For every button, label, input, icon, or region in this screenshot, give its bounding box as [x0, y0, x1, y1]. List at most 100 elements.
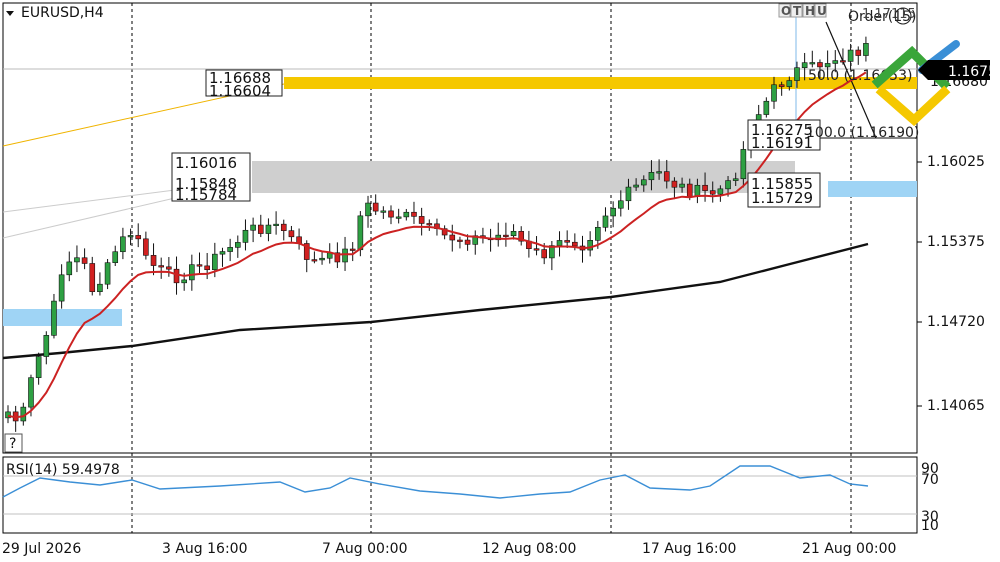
candle: [365, 195, 371, 228]
candle: [89, 256, 96, 296]
rsi-plot-frame: [2, 456, 918, 534]
price-label: 1.16025: [927, 154, 985, 170]
candle: [457, 236, 463, 249]
candle: [120, 227, 126, 260]
candle: [809, 50, 816, 68]
main-plot-frame: [2, 2, 918, 454]
trendline-grey-1[interactable]: [2, 189, 176, 213]
candle: [855, 46, 862, 65]
level-labels-left-high[interactable]: 1.16688 1.16604: [205, 69, 283, 100]
candle: [732, 172, 739, 187]
candle: [510, 224, 517, 240]
level-label: 1.15848: [175, 175, 237, 193]
rsi-line: [2, 465, 869, 499]
symbol-title: EURUSD,H4: [21, 5, 104, 21]
candle: [173, 256, 180, 295]
price-axis: 1.16025 1.15375 1.14720 1.14065 1.16680: [917, 74, 988, 414]
candle: [549, 241, 555, 271]
help-button[interactable]: [4, 433, 23, 453]
toolbar-button-t[interactable]: T: [790, 3, 803, 18]
candle: [840, 48, 846, 65]
candle: [426, 219, 433, 231]
candle: [533, 236, 540, 256]
time-label: 21 Aug 00:00: [802, 541, 896, 557]
candle: [740, 141, 747, 188]
ticks: [917, 161, 922, 407]
ma-slow-line: [2, 242, 869, 360]
candle: [778, 81, 785, 96]
toolbar-button-u[interactable]: U: [814, 3, 827, 18]
candle: [66, 251, 73, 282]
level-labels-right-bottom[interactable]: 1.15855 1.15729: [747, 172, 821, 208]
candle: [388, 205, 394, 225]
toolbar-button-label: T: [793, 4, 802, 18]
demand-zone-blue-left[interactable]: [3, 309, 122, 326]
chart-menu-triangle-icon[interactable]: [6, 11, 14, 16]
candle: [763, 97, 770, 118]
candle: [403, 208, 410, 221]
candle: [189, 254, 195, 291]
order-circle-icon[interactable]: [894, 7, 912, 25]
candle: [319, 251, 325, 265]
candle: [81, 248, 88, 270]
candle: [150, 243, 157, 276]
candle: [786, 76, 793, 91]
help-marker: ?: [9, 436, 16, 452]
candle: [518, 226, 525, 246]
time-label: 7 Aug 00:00: [322, 541, 408, 557]
rsi-label: RSI(14) 59.4978: [6, 462, 120, 478]
candle: [671, 177, 678, 200]
time-label: 17 Aug 16:00: [642, 541, 736, 557]
candle: [418, 207, 425, 236]
candle: [372, 194, 379, 215]
candle: [633, 178, 639, 191]
candle: [449, 224, 456, 252]
price-label: 1.14720: [927, 314, 985, 330]
toolbar-button-label: U: [817, 4, 827, 18]
level-labels-right-top[interactable]: 1.16275 1.16191: [747, 119, 821, 152]
order-label: Order(15): [848, 9, 917, 25]
candle: [43, 331, 50, 365]
ma-slow-path: [2, 242, 869, 360]
candle: [564, 230, 570, 248]
candle: [380, 206, 387, 219]
candle: [656, 159, 662, 180]
candle: [863, 36, 869, 62]
candle: [663, 159, 670, 189]
candle: [648, 160, 655, 191]
candle: [257, 214, 264, 238]
demand-zone-blue-right[interactable]: [828, 181, 917, 197]
candle: [817, 59, 823, 79]
ma-fast-path: [7, 71, 867, 419]
trendline-grey-2[interactable]: [2, 197, 176, 239]
candle: [472, 230, 479, 255]
candle: [702, 172, 708, 202]
level-labels-left-mid[interactable]: 1.16016 1.15848 1.15784: [171, 152, 251, 204]
candle: [250, 217, 256, 243]
toolbar-button-h[interactable]: H: [802, 3, 815, 18]
candle: [58, 264, 65, 309]
candle: [610, 201, 616, 228]
candle: [847, 43, 854, 71]
candle: [280, 219, 287, 241]
time-label: 3 Aug 16:00: [162, 541, 248, 557]
level-label: 1.16275: [751, 121, 813, 139]
level-label: 1.16604: [209, 82, 271, 100]
candle: [288, 225, 295, 242]
candle: [311, 251, 318, 264]
supply-zone-grey[interactable]: [252, 161, 795, 193]
toolbar-button-o[interactable]: O: [778, 3, 791, 18]
candle: [166, 257, 172, 277]
period-separators: [131, 3, 852, 533]
candle: [395, 208, 402, 224]
price-label: 1.15375: [927, 234, 985, 250]
candle: [625, 178, 632, 210]
level-label: 1.15855: [751, 175, 813, 193]
candle: [273, 211, 279, 235]
level-label: 1.16016: [175, 154, 237, 172]
candle: [227, 238, 233, 262]
candle: [709, 181, 716, 203]
resistance-zone-yellow[interactable]: [284, 77, 917, 89]
